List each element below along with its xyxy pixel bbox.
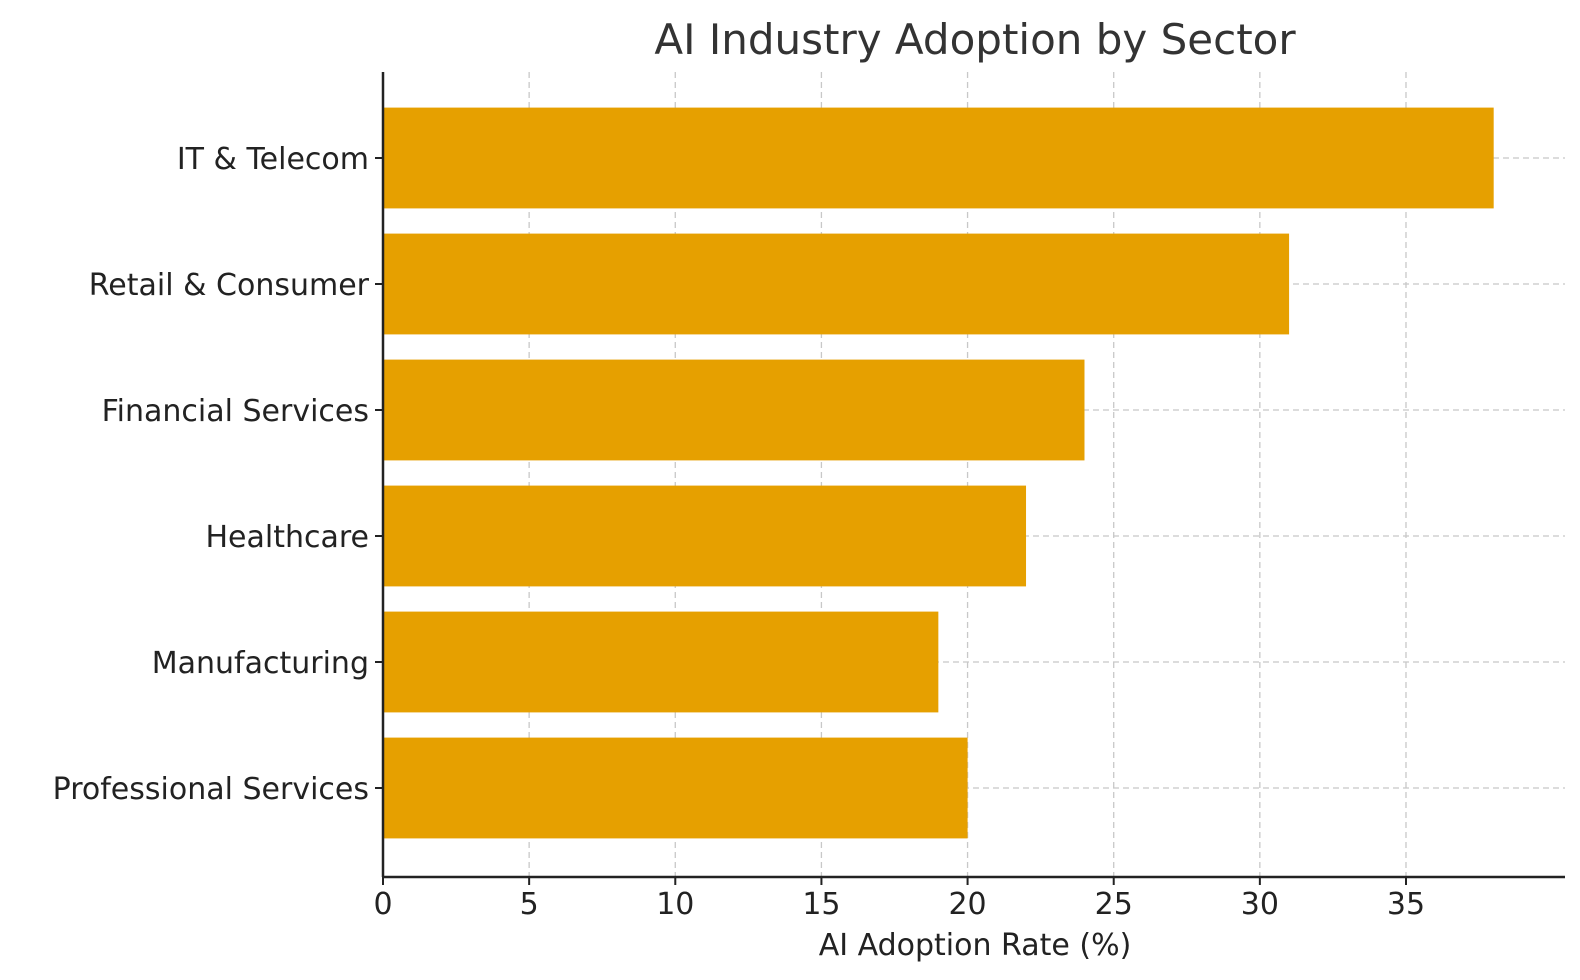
- x-tick-label: 25: [1095, 887, 1133, 922]
- y-tick-label: Professional Services: [53, 772, 369, 807]
- bar: [383, 359, 1085, 461]
- y-tick-label: Retail & Consumer: [89, 268, 370, 303]
- y-tick-label: Manufacturing: [152, 646, 369, 681]
- chart-title: AI Industry Adoption by Sector: [654, 15, 1296, 64]
- y-tick-label: IT & Telecom: [177, 142, 369, 177]
- bar: [383, 737, 968, 839]
- x-tick-label: 5: [520, 887, 539, 922]
- axis-layer: 0 5 10 15 20 25 30 35 IT & Telecom Retail & Consu…: [53, 72, 1565, 922]
- y-tick-label: Healthcare: [205, 520, 369, 555]
- x-tick-label: 30: [1241, 887, 1279, 922]
- bar-layer: [383, 107, 1494, 839]
- x-tick-label: 20: [948, 887, 986, 922]
- bar: [383, 611, 939, 713]
- bar: [383, 107, 1494, 209]
- x-tick-label: 10: [656, 887, 694, 922]
- x-axis-label: AI Adoption Rate (%): [819, 928, 1132, 963]
- x-tick-label: 15: [802, 887, 840, 922]
- x-tick-label: 35: [1387, 887, 1425, 922]
- x-tick-label: 0: [373, 887, 392, 922]
- y-tick-label: Financial Services: [102, 394, 369, 429]
- bar: [383, 485, 1027, 587]
- bar: [383, 233, 1290, 335]
